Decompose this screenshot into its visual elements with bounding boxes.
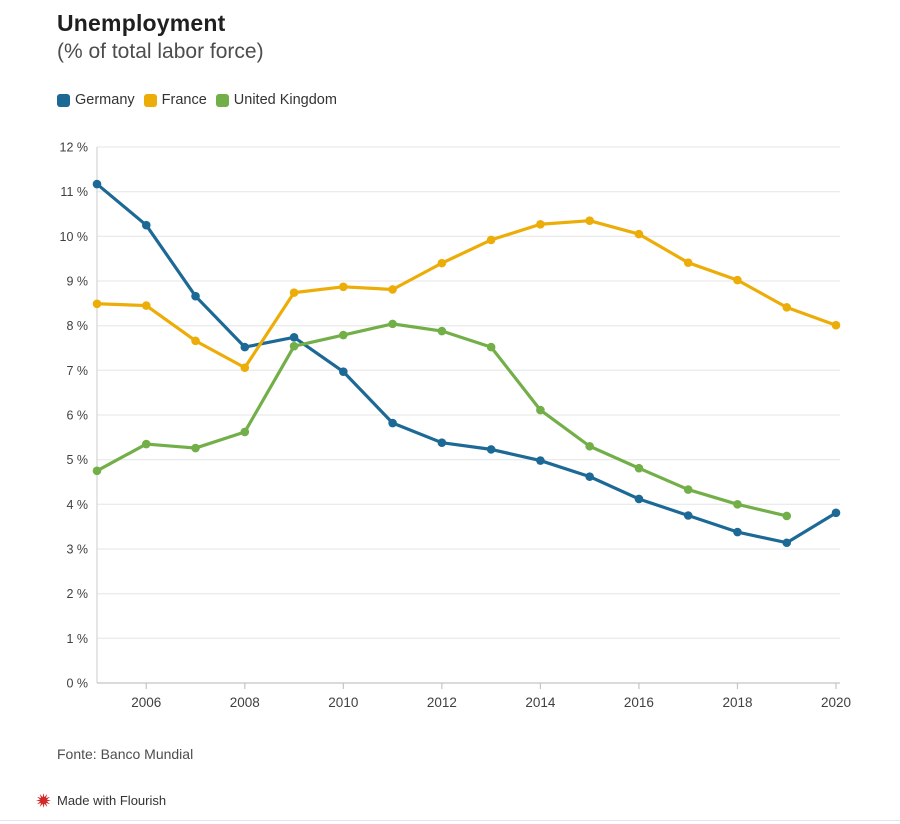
data-point-united-kingdom-2009[interactable] (289, 341, 299, 351)
data-point-united-kingdom-2014[interactable] (536, 405, 545, 415)
data-point-france-2010[interactable] (339, 282, 348, 292)
series-line-france[interactable] (95, 219, 838, 370)
data-point-france-2006[interactable] (141, 301, 151, 310)
data-point-germany-2014[interactable] (536, 456, 545, 465)
data-point-france-2020[interactable] (831, 320, 841, 330)
x-tick-label-2016: 2016 (624, 695, 654, 710)
y-tick-label-9: 9 % (66, 275, 88, 289)
data-point-united-kingdom-2015[interactable] (585, 441, 594, 451)
bottom-divider (0, 820, 900, 821)
x-tick-label-2020: 2020 (821, 695, 851, 710)
data-point-germany-2016[interactable] (634, 494, 644, 504)
data-point-united-kingdom-2018[interactable] (733, 500, 742, 509)
data-point-united-kingdom-2011[interactable] (388, 319, 397, 329)
y-tick-label-11: 11 % (60, 185, 88, 199)
y-tick-label-6: 6 % (66, 409, 88, 423)
data-point-germany-2013[interactable] (486, 445, 496, 454)
data-point-germany-2012[interactable] (437, 438, 447, 447)
y-tick-label-2: 2 % (66, 587, 88, 601)
data-point-united-kingdom-2005[interactable] (92, 466, 102, 476)
flourish-star-shape (36, 793, 51, 808)
data-point-germany-2008[interactable] (240, 342, 250, 352)
data-point-united-kingdom-2007[interactable] (191, 443, 200, 453)
series-line-united-kingdom[interactable] (95, 322, 789, 518)
y-tick-label-5: 5 % (66, 453, 88, 467)
y-tick-label-3: 3 % (66, 543, 88, 557)
y-tick-label-0: 0 % (66, 677, 88, 691)
y-tick-label-1: 1 % (66, 632, 88, 646)
data-point-france-2011[interactable] (388, 285, 397, 294)
legend-swatch-icon (57, 93, 70, 107)
x-tick-label-2008: 2008 (230, 695, 260, 710)
x-tick-label-2012: 2012 (427, 695, 457, 710)
data-point-united-kingdom-2013[interactable] (486, 342, 496, 352)
credit-label: Made with Flourish (57, 793, 167, 808)
data-point-germany-2019[interactable] (782, 538, 792, 548)
data-point-france-2013[interactable] (486, 235, 496, 245)
y-tick-label-7: 7 % (66, 364, 88, 378)
data-point-france-2016[interactable] (634, 229, 644, 239)
data-point-germany-2018[interactable] (733, 527, 742, 537)
data-point-united-kingdom-2010[interactable] (339, 330, 348, 340)
data-point-germany-2009[interactable] (289, 332, 299, 342)
data-point-united-kingdom-2012[interactable] (437, 326, 447, 336)
data-point-germany-2010[interactable] (339, 367, 348, 376)
y-tick-label-4: 4 % (66, 498, 88, 512)
data-point-germany-2020[interactable] (831, 508, 841, 518)
source-note: Fonte: Banco Mundial (57, 746, 194, 762)
series-line-germany[interactable] (95, 182, 838, 545)
data-point-germany-2005[interactable] (92, 179, 102, 189)
data-point-france-2009[interactable] (289, 288, 299, 297)
legend-item-france[interactable]: France (143, 92, 207, 108)
data-point-united-kingdom-2016[interactable] (634, 463, 644, 473)
data-point-france-2017[interactable] (683, 258, 693, 267)
data-point-germany-2007[interactable] (191, 291, 200, 301)
legend-label: Germany (75, 92, 135, 108)
legend-swatch-icon (215, 93, 229, 107)
data-point-france-2012[interactable] (437, 258, 447, 268)
x-tick-label-2018: 2018 (722, 695, 752, 710)
data-point-france-2015[interactable] (585, 216, 594, 225)
data-point-germany-2017[interactable] (683, 511, 693, 520)
legend-label: France (161, 92, 207, 108)
flourish-credit-link[interactable]: Made with Flourish (36, 793, 166, 808)
legend-item-germany[interactable]: Germany (57, 92, 135, 108)
data-point-france-2014[interactable] (536, 219, 545, 229)
data-point-united-kingdom-2017[interactable] (683, 485, 693, 494)
data-point-france-2008[interactable] (240, 363, 250, 372)
data-point-germany-2015[interactable] (585, 472, 594, 481)
data-point-united-kingdom-2006[interactable] (141, 439, 151, 449)
legend-item-united-kingdom[interactable]: United Kingdom (215, 92, 337, 108)
data-point-united-kingdom-2019[interactable] (782, 511, 792, 521)
data-point-france-2005[interactable] (92, 299, 102, 309)
chart-title: Unemployment (57, 10, 226, 36)
data-point-france-2019[interactable] (782, 303, 792, 312)
legend-label: United Kingdom (233, 92, 337, 108)
y-tick-label-10: 10 % (60, 230, 89, 244)
chart-subtitle: (% of total labor force) (57, 40, 264, 63)
data-point-germany-2006[interactable] (141, 220, 151, 230)
legend-swatch-icon (143, 93, 157, 107)
y-tick-label-12: 12 % (60, 141, 89, 155)
legend: Germany France United Kingdom (57, 92, 337, 108)
data-point-united-kingdom-2008[interactable] (240, 427, 250, 437)
x-tick-label-2006: 2006 (131, 695, 161, 710)
data-point-france-2007[interactable] (191, 336, 200, 346)
flourish-logo-icon (36, 793, 51, 808)
x-tick-label-2010: 2010 (328, 695, 358, 710)
x-tick-label-2014: 2014 (525, 695, 556, 710)
y-tick-label-8: 8 % (66, 319, 88, 333)
data-point-france-2018[interactable] (733, 275, 742, 285)
data-point-germany-2011[interactable] (388, 418, 397, 428)
